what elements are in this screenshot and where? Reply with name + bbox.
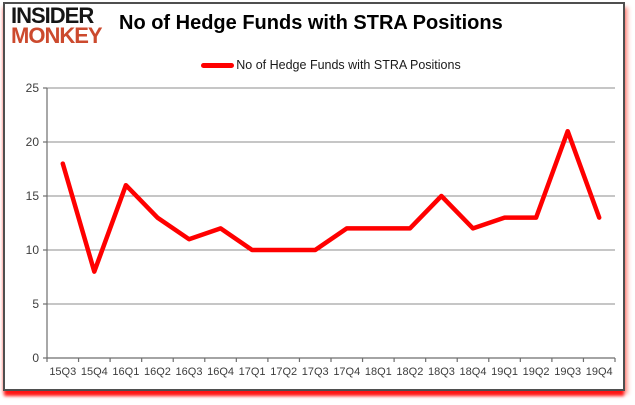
x-tick-label: 18Q2 [396,366,423,378]
series-line [60,128,602,274]
x-tick-label: 17Q2 [270,366,297,378]
x-tick-label: 16Q2 [144,366,171,378]
y-tick-label: 25 [26,81,40,95]
legend-line-swatch [201,62,235,68]
x-tick-label: 16Q4 [207,366,234,378]
x-tick-label: 16Q3 [176,366,203,378]
x-tick-label: 17Q1 [239,366,266,378]
x-tick-label: 19Q4 [586,366,613,378]
insider-monkey-logo: INSIDER MONKEY [11,3,103,48]
x-tick-label: 19Q2 [523,366,550,378]
x-tick-label: 19Q3 [554,366,581,378]
x-tick-label: 15Q4 [81,366,108,378]
x-tick-label: 17Q3 [302,366,329,378]
logo-word-monkey: MONKEY [11,22,103,48]
chart-title: No of Hedge Funds with STRA Positions [119,12,503,34]
line-chart: 0 5 10 15 20 25 15Q3 15Q4 16Q1 16Q2 16Q3 16Q4 17Q1 17… [26,81,616,378]
logo-word-insider: INSIDER [11,3,94,28]
x-tick-label: 19Q1 [491,366,518,378]
y-tick-label: 20 [26,135,40,149]
y-tick-label: 15 [26,189,40,203]
y-tick-label: 0 [32,351,39,365]
x-tick-label: 18Q4 [460,366,487,378]
chart-frame: INSIDER MONKEY No of Hedge Funds with ST… [3,2,625,391]
x-tick-label: 18Q3 [428,366,455,378]
y-tick-label: 5 [32,297,39,311]
x-tick-label: 15Q3 [49,366,76,378]
x-tick-label: 18Q1 [365,366,392,378]
y-tick-label: 10 [26,243,40,257]
x-tick-label: 17Q4 [333,366,360,378]
x-tick-label: 16Q1 [112,366,139,378]
legend: No of Hedge Funds with STRA Positions [47,58,615,72]
legend-label: No of Hedge Funds with STRA Positions [236,58,461,72]
